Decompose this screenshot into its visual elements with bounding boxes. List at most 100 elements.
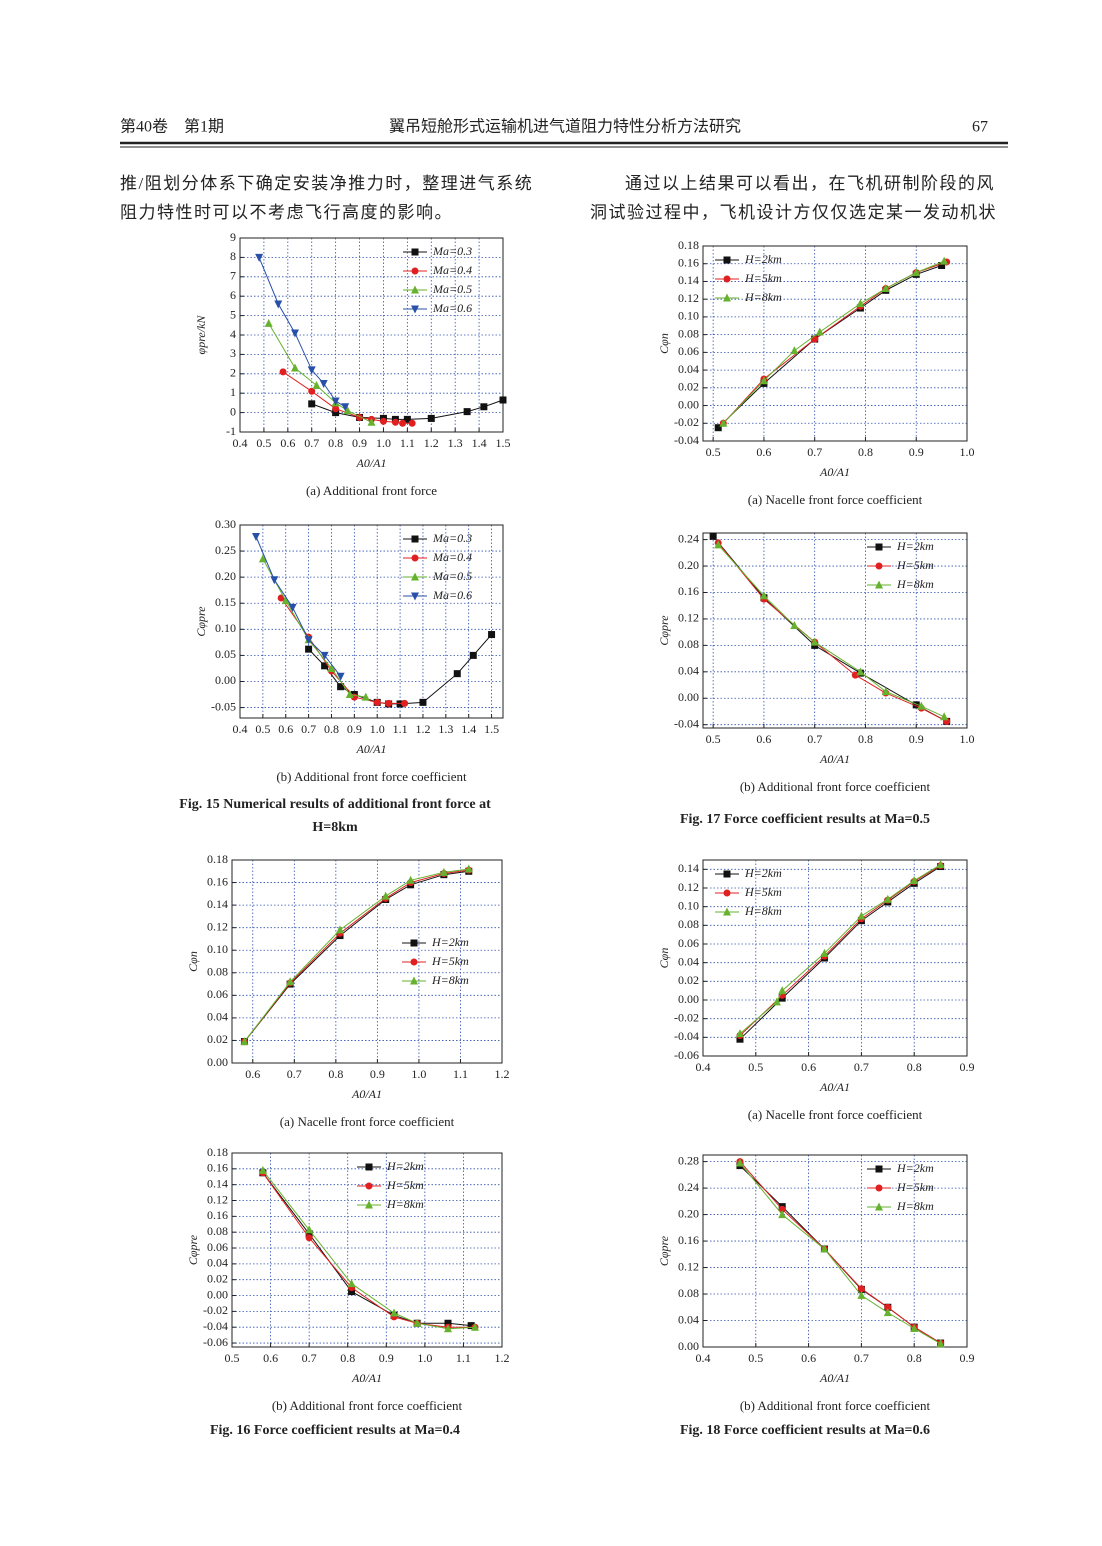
data-point bbox=[936, 860, 945, 869]
y-tick-label: 0.08 bbox=[678, 326, 699, 340]
data-point bbox=[252, 532, 261, 541]
legend-label: Ma=0.4 bbox=[432, 263, 472, 277]
data-point bbox=[411, 535, 419, 543]
data-point bbox=[307, 366, 316, 375]
series-line bbox=[717, 544, 945, 718]
y-axis-label: Cφn bbox=[657, 948, 671, 969]
header-title: 翼吊短舱形式运输机进气道阻力特性分析方法研究 bbox=[389, 118, 741, 136]
data-point bbox=[778, 1205, 786, 1213]
data-point bbox=[406, 875, 415, 884]
data-point bbox=[320, 651, 329, 660]
x-tick-label: 1.5 bbox=[484, 722, 499, 736]
y-tick-label: 0.08 bbox=[207, 965, 228, 979]
y-tick-label: 0.12 bbox=[678, 1259, 699, 1273]
x-tick-label: 1.2 bbox=[495, 1351, 510, 1365]
y-tick-label: 0.14 bbox=[678, 273, 699, 287]
data-point bbox=[367, 417, 376, 426]
y-tick-label: 0.12 bbox=[678, 611, 699, 625]
y-tick-label: 0.00 bbox=[678, 992, 699, 1006]
y-tick-label: 8 bbox=[230, 249, 236, 263]
data-point bbox=[270, 576, 279, 585]
plot-frame bbox=[702, 245, 968, 442]
data-point bbox=[709, 532, 717, 540]
data-point bbox=[408, 419, 416, 427]
x-tick-label: 1.4 bbox=[461, 722, 476, 736]
chart-subtitle: (b) Additional front force coefficient bbox=[740, 779, 931, 794]
chart-subtitle: (a) Nacelle front force coefficient bbox=[748, 1107, 923, 1122]
data-point bbox=[811, 335, 819, 343]
data-point bbox=[373, 698, 381, 706]
x-tick-label: 1.2 bbox=[495, 1067, 510, 1081]
data-point bbox=[463, 408, 471, 416]
x-tick-label: 1.0 bbox=[411, 1067, 426, 1081]
body-text: 通过以上结果可以看出，在飞机研制阶段的风 bbox=[625, 174, 995, 193]
x-tick-label: 1.1 bbox=[400, 436, 415, 450]
y-tick-label: 4 bbox=[230, 327, 236, 341]
y-tick-label: 5 bbox=[230, 307, 236, 321]
data-point bbox=[723, 275, 731, 283]
data-point bbox=[936, 1339, 945, 1348]
legend-label: Ma=0.3 bbox=[432, 531, 472, 545]
data-point bbox=[857, 911, 866, 920]
data-point bbox=[488, 631, 496, 639]
series-line bbox=[255, 536, 341, 677]
data-point bbox=[778, 1210, 787, 1219]
x-axis-label: A0/A1 bbox=[819, 752, 850, 766]
data-point bbox=[790, 346, 799, 355]
x-tick-label: 0.7 bbox=[304, 436, 319, 450]
legend-label: Ma=0.6 bbox=[432, 588, 472, 602]
data-point bbox=[723, 870, 731, 878]
y-tick-label: -0.02 bbox=[674, 415, 699, 429]
plot-frame bbox=[239, 237, 504, 433]
y-tick-label: 0.06 bbox=[207, 1240, 228, 1254]
x-tick-label: 0.8 bbox=[858, 445, 873, 459]
data-point bbox=[290, 329, 299, 338]
body-text: 推/阻划分体系下确定安装净推力时，整理进气系统 bbox=[120, 174, 533, 193]
data-point bbox=[735, 1029, 744, 1038]
y-tick-label: 0.16 bbox=[678, 1233, 699, 1247]
x-tick-label: 0.4 bbox=[233, 436, 248, 450]
data-point bbox=[321, 662, 329, 670]
data-point bbox=[480, 403, 488, 411]
data-point bbox=[390, 1308, 398, 1317]
y-tick-label: 0.06 bbox=[207, 987, 228, 1001]
legend-label: Ma=0.5 bbox=[432, 569, 472, 583]
y-tick-label: -0.06 bbox=[674, 1048, 699, 1062]
y-tick-label: 1 bbox=[230, 385, 236, 399]
x-tick-label: 1.2 bbox=[415, 722, 430, 736]
y-tick-label: 0.12 bbox=[678, 880, 699, 894]
x-tick-label: 0.9 bbox=[960, 1060, 975, 1074]
x-tick-label: 0.7 bbox=[807, 445, 822, 459]
x-tick-label: 0.7 bbox=[854, 1060, 869, 1074]
data-point bbox=[264, 318, 273, 327]
y-tick-label: 0.12 bbox=[678, 291, 699, 305]
x-tick-label: 0.5 bbox=[706, 445, 721, 459]
data-point bbox=[940, 712, 949, 721]
data-point bbox=[331, 397, 340, 406]
data-point bbox=[439, 867, 448, 876]
y-tick-label: 0.10 bbox=[207, 942, 228, 956]
legend-label: H=8km bbox=[744, 904, 782, 918]
legend-label: H=5km bbox=[744, 885, 782, 899]
x-tick-label: 1.0 bbox=[376, 436, 391, 450]
y-tick-label: 0.04 bbox=[678, 362, 699, 376]
legend-label: H=2km bbox=[744, 252, 782, 266]
data-point bbox=[399, 419, 407, 427]
data-point bbox=[759, 591, 768, 600]
y-tick-label: 0.10 bbox=[678, 898, 699, 912]
y-tick-label: 0.14 bbox=[207, 1176, 228, 1190]
body-text: 阻力特性时可以不考虑飞行高度的影响。 bbox=[120, 203, 453, 222]
data-point bbox=[258, 554, 267, 563]
plot-frame bbox=[702, 532, 968, 729]
plot-frame bbox=[702, 1154, 968, 1348]
data-point bbox=[332, 409, 340, 417]
plot-frame bbox=[239, 524, 504, 719]
data-point bbox=[883, 894, 892, 903]
x-tick-label: 0.5 bbox=[748, 1351, 763, 1365]
y-tick-label: 0.28 bbox=[678, 1153, 699, 1167]
plot-frame bbox=[702, 859, 968, 1057]
data-point bbox=[940, 256, 949, 265]
data-point bbox=[467, 1322, 475, 1330]
y-tick-label: 0.00 bbox=[678, 1339, 699, 1353]
data-point bbox=[736, 1035, 744, 1043]
